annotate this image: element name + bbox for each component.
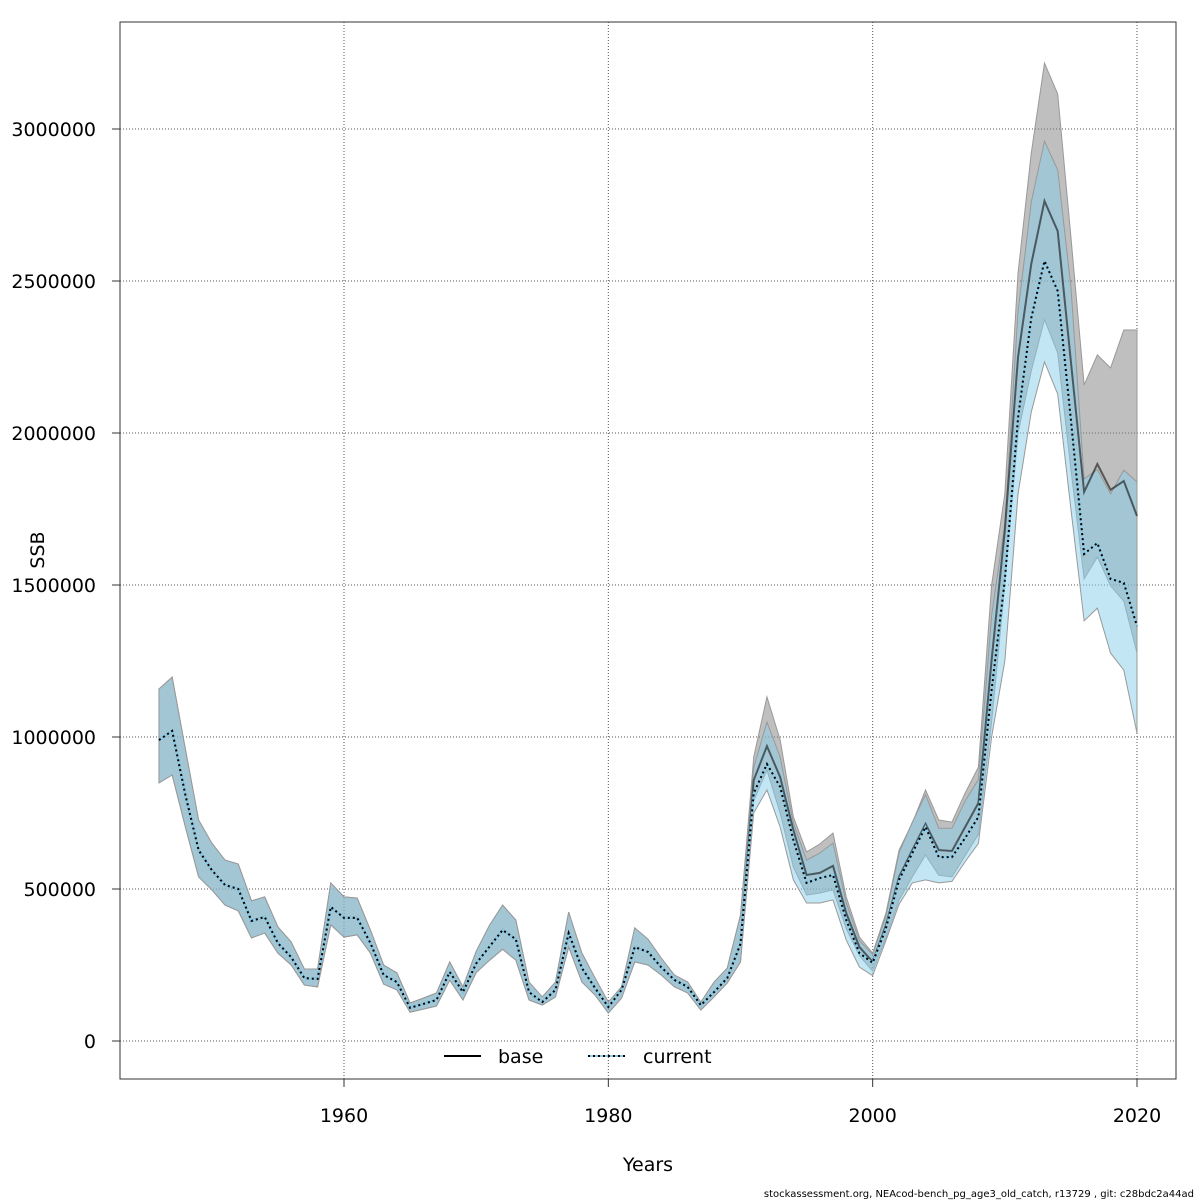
x-tick-label: 1980 bbox=[584, 1105, 632, 1127]
y-tick-label: 0 bbox=[84, 1031, 96, 1053]
current-line bbox=[158, 257, 1138, 1010]
grid-lines bbox=[120, 22, 1176, 1079]
legend-base-label: base bbox=[498, 1046, 543, 1068]
current-confidence-band bbox=[158, 139, 1138, 1014]
y-tick-label: 2500000 bbox=[11, 271, 96, 293]
y-tick-label: 3000000 bbox=[11, 119, 96, 141]
y-tick-label: 1500000 bbox=[11, 575, 96, 597]
legend: base current bbox=[444, 1046, 712, 1068]
legend-current-label: current bbox=[643, 1046, 712, 1068]
confidence-bands bbox=[158, 61, 1138, 1014]
x-tick-label: 2020 bbox=[1113, 1105, 1161, 1127]
base-confidence-band bbox=[158, 61, 1138, 1014]
x-tick-label: 1960 bbox=[320, 1105, 368, 1127]
series-lines bbox=[158, 197, 1138, 1010]
y-tick-label: 1000000 bbox=[11, 727, 96, 749]
plot-frame bbox=[119, 21, 1177, 1080]
y-tick-label: 500000 bbox=[23, 879, 96, 901]
y-axis-label: SSB bbox=[27, 531, 49, 568]
axes: 1960 1980 2000 2020 0 500000 1000000 1500000 200… bbox=[11, 119, 1161, 1127]
y-tick-label: 2000000 bbox=[11, 423, 96, 445]
x-tick-label: 2000 bbox=[848, 1105, 896, 1127]
x-axis-label: Years bbox=[622, 1154, 673, 1176]
footer-caption: stockassessment.org, NEAcod-bench_pg_age… bbox=[764, 1189, 1194, 1200]
